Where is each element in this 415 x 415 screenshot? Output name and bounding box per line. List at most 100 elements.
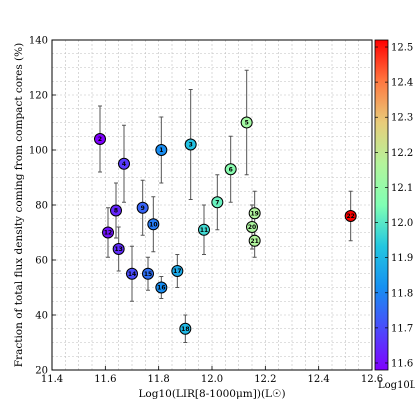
data-point-marker [136,201,149,214]
data-point: 2 [94,133,106,145]
data-point-label: 19 [250,210,258,217]
data-point-marker [126,267,138,280]
y-tick-label: 100 [29,146,48,157]
data-point-label: 20 [248,224,256,231]
data-point-marker [248,207,261,220]
y-tick-label: 60 [35,256,48,267]
colorbar-tick-label: 12.4 [391,78,413,89]
colorbar [374,39,389,371]
error-bars [98,69,353,343]
data-point-label: 6 [229,166,233,173]
colorbar-tick-label: 12.5 [391,43,413,54]
x-tick-label: 12.0 [201,374,223,385]
data-point-label: 5 [245,120,249,127]
data-point: 3 [184,138,197,151]
data-point-label: 14 [128,271,136,278]
data-point-label: 4 [122,161,126,168]
colorbar-tick-label: 11.8 [391,288,413,299]
data-point-marker [155,281,168,294]
data-point-label: 12 [104,230,112,237]
x-tick-label: 11.4 [41,374,63,385]
data-point-marker [110,204,122,217]
y-tick-label: 80 [35,201,48,212]
data-point-label: 10 [149,221,157,228]
data-point: 5 [240,116,253,129]
colorbar-label: Log10LIR [378,380,415,391]
grid-lines [52,40,372,370]
data-point: 13 [112,243,125,255]
colorbar-tick-label: 12.0 [391,218,413,229]
y-tick-label: 40 [35,311,48,322]
colorbar-tick-label: 12.3 [391,113,413,124]
data-point: 14 [126,267,138,280]
data-point: 9 [136,201,149,214]
colorbar-tick-label: 12.1 [391,183,413,194]
data-point: 4 [118,157,130,170]
data-point-marker [344,210,357,222]
data-point-label: 2 [98,136,102,143]
data-point-label: 18 [181,326,189,333]
data-point: 16 [155,281,168,294]
y-tick-label: 120 [29,91,48,102]
y-tick-label: 140 [29,36,48,47]
data-point: 17 [171,265,184,277]
data-point: 15 [142,267,154,280]
colorbar-tick-label: 11.6 [391,358,413,369]
colorbar-ticks: 11.6 11.7 11.8 11.9 12.0 12.1 12.2 12.3 12.4 12.5 [375,43,413,369]
data-point-label: 9 [141,205,145,212]
x-tick-label: 12.2 [254,374,276,385]
data-point-label: 16 [157,285,165,292]
x-tick-label: 11.8 [148,374,170,385]
data-point: 20 [246,221,258,233]
data-point-label: 3 [189,142,193,149]
y-axis-label: Fraction of total flux density coming fr… [13,43,25,367]
data-point-marker [118,157,130,170]
colorbar-tick-label: 12.2 [391,148,413,159]
data-point-marker [224,163,237,176]
data-point-marker [94,133,106,145]
colorbar-tick-label: 11.9 [391,253,413,264]
x-tick-label: 12.4 [308,374,330,385]
x-axis-label: Log10(LIR[8-1000μm])(L☉) [138,388,285,400]
data-point-label: 11 [200,227,208,234]
data-point-marker [179,322,192,335]
data-point: 18 [179,322,192,335]
data-point-marker [112,243,125,255]
x-tick-label: 11.6 [94,374,116,385]
data-point-marker [147,218,160,231]
colorbar-tick-label: 11.7 [391,323,413,334]
data-point: 22 [344,210,357,222]
data-point: 8 [110,204,122,217]
data-point: 10 [147,218,160,231]
data-point-marker [246,221,258,233]
data-point: 12 [102,226,114,239]
data-point-label: 13 [114,246,122,253]
data-point-label: 8 [114,208,118,215]
data-point: 19 [248,207,261,220]
y-tick-label: 20 [35,366,48,377]
data-point-marker [184,138,197,151]
data-point-label: 15 [144,271,152,278]
data-point: 11 [198,223,210,236]
data-point-label: 17 [173,268,181,275]
data-point-marker [240,116,253,129]
axis-ticks: 11.4 11.6 11.8 12.0 12.2 12.4 12.6 20 40 60 80 100 1… [29,36,383,386]
data-point: 6 [224,163,237,176]
data-point-marker [142,267,154,280]
data-point: 7 [211,196,224,209]
data-point-label: 1 [159,147,163,154]
x-tick-label: 12.6 [361,374,383,385]
data-point-marker [155,144,168,156]
data-point-marker [211,196,224,209]
data-point: 1 [155,144,168,156]
data-point-label: 7 [215,199,219,206]
data-point: 21 [248,234,261,247]
data-point-label: 22 [346,213,354,220]
data-point-marker [102,226,114,239]
data-point-marker [248,234,261,247]
data-point-marker [171,265,184,277]
data-point-marker [198,223,210,236]
data-point-label: 21 [250,238,258,245]
